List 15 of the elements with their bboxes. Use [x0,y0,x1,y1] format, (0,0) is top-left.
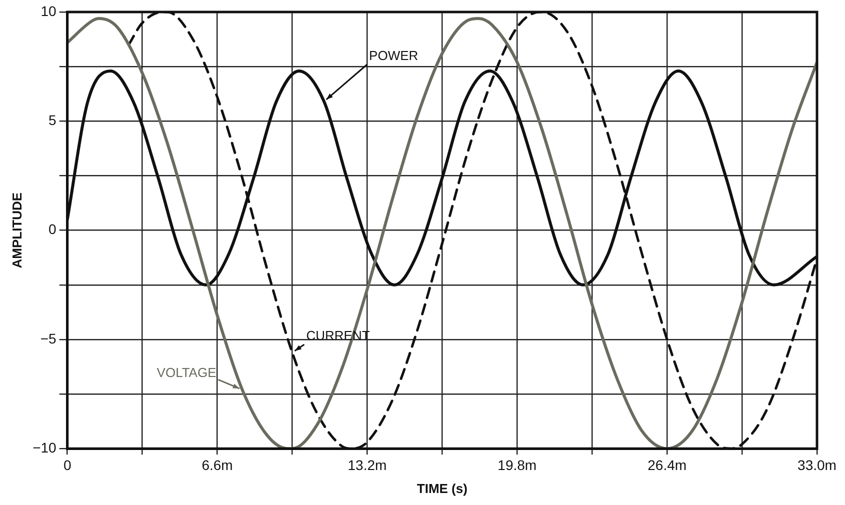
y-tick-label: 5 [48,112,57,128]
y-tick-label: 0 [48,221,57,238]
y-axis-title: AMPLITUDE [9,192,24,268]
x-tick-label: 13.2m [348,456,387,473]
series-label: VOLTAGE [156,365,217,380]
y-tick-label: 10 [40,2,57,19]
x-tick-label: 0 [63,456,72,473]
x-tick-label: 19.8m [498,456,537,473]
y-tick-label: −10 [32,439,57,456]
x-tick-label: 33.0m [798,456,836,473]
x-tick-label: 26.4m [648,456,687,473]
y-tick-label: −5 [40,330,57,346]
x-axis-title: TIME (s) [416,480,468,496]
x-tick-label: 6.6m [202,456,233,473]
text: POWER [369,48,418,64]
